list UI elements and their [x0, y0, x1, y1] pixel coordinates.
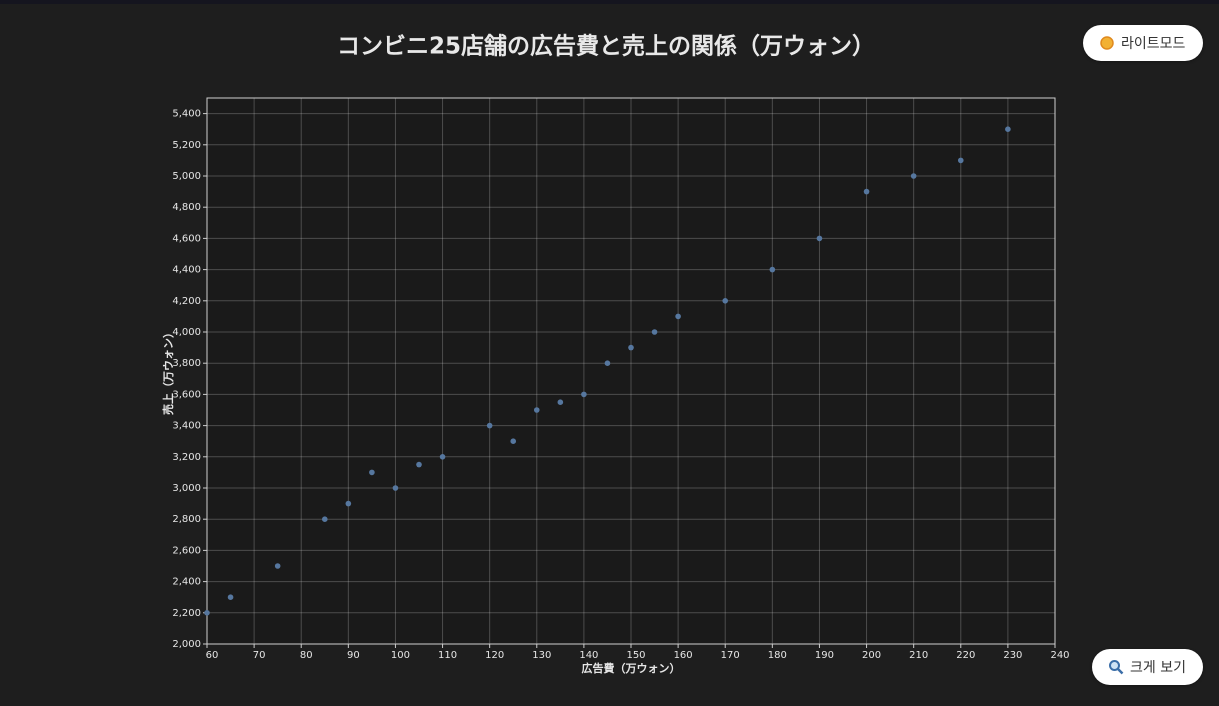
point: [604, 360, 611, 367]
point: [510, 438, 517, 445]
point: [816, 235, 823, 242]
x-tick-label: 160: [674, 650, 693, 661]
point: [1005, 126, 1011, 132]
y-tick-label: 5,000: [172, 171, 201, 182]
x-tick-label: 200: [862, 650, 881, 661]
y-axis-label: 売上（万ウォン）: [161, 327, 175, 415]
point: [345, 500, 352, 507]
y-tick-label: 2,600: [172, 545, 201, 556]
y-tick-label: 4,200: [172, 296, 201, 307]
x-tick-label: 180: [768, 650, 787, 661]
x-tick-label: 170: [721, 650, 740, 661]
point: [675, 313, 681, 320]
x-tick-label: 240: [1050, 650, 1069, 661]
top-bar: [0, 0, 1219, 4]
y-tick-label: 3,200: [172, 452, 201, 463]
plot-border: [206, 97, 1056, 645]
chart-title: コンビニ25店舗の広告費と売上の関係（万ウォン）: [337, 33, 875, 60]
x-tick-label: 120: [485, 650, 504, 661]
x-tick-label: 140: [579, 650, 598, 661]
y-tick-label: 5,400: [172, 109, 201, 120]
point: [722, 298, 729, 304]
x-tick-label: 210: [909, 650, 928, 661]
theme-toggle[interactable]: 라이트모드: [1083, 25, 1203, 61]
x-tick-label: 110: [438, 650, 457, 661]
x-tick-label: 100: [391, 650, 410, 661]
point: [651, 329, 658, 335]
point: [557, 399, 564, 406]
y-tick-label: 5,200: [172, 140, 201, 151]
y-tick-label: 2,000: [172, 639, 201, 650]
point: [581, 391, 587, 398]
x-tick-label: 220: [956, 650, 975, 661]
x-tick-label: 80: [300, 650, 313, 661]
point: [274, 563, 281, 569]
theme-label: 라이트모드: [1121, 36, 1186, 52]
y-tick-label: 2,200: [172, 608, 201, 619]
point: [227, 594, 234, 600]
magnifier-icon: [1109, 660, 1124, 675]
point: [392, 485, 399, 491]
point: [369, 469, 375, 476]
x-tick-label: 70: [253, 650, 266, 661]
x-tick-label: 90: [347, 650, 360, 661]
point: [628, 344, 634, 351]
point: [769, 266, 776, 273]
y-tick-label: 2,400: [172, 577, 201, 588]
point: [957, 157, 964, 164]
x-axis-label: 広告費（万ウォン）: [582, 661, 681, 675]
point: [204, 610, 210, 616]
y-tick-label: 4,400: [172, 265, 201, 276]
point: [533, 407, 540, 413]
y-tick-label: 2,800: [172, 514, 201, 525]
x-tick-label: 190: [815, 650, 834, 661]
x-tick-label: 130: [532, 650, 551, 661]
y-tick-label: 4,600: [172, 233, 201, 244]
y-tick-label: 3,600: [172, 389, 201, 400]
point: [439, 454, 446, 460]
y-tick-label: 3,800: [172, 358, 201, 369]
point: [486, 422, 493, 429]
plot-area: [207, 98, 1055, 644]
point: [863, 188, 870, 195]
zoom-button[interactable]: 크게 보기: [1092, 649, 1203, 685]
zoom-label: 크게 보기: [1130, 660, 1186, 676]
sun-icon: [1100, 36, 1114, 50]
point: [910, 173, 917, 179]
y-tick-label: 3,000: [172, 483, 201, 494]
y-tick-label: 3,400: [172, 421, 201, 432]
point: [321, 516, 328, 522]
x-tick-label: 60: [206, 650, 219, 661]
x-tick-label: 150: [626, 650, 645, 661]
y-tick-label: 4,800: [172, 202, 201, 213]
y-tick-label: 4,000: [172, 327, 201, 338]
point: [416, 461, 422, 468]
x-tick-label: 230: [1003, 650, 1022, 661]
